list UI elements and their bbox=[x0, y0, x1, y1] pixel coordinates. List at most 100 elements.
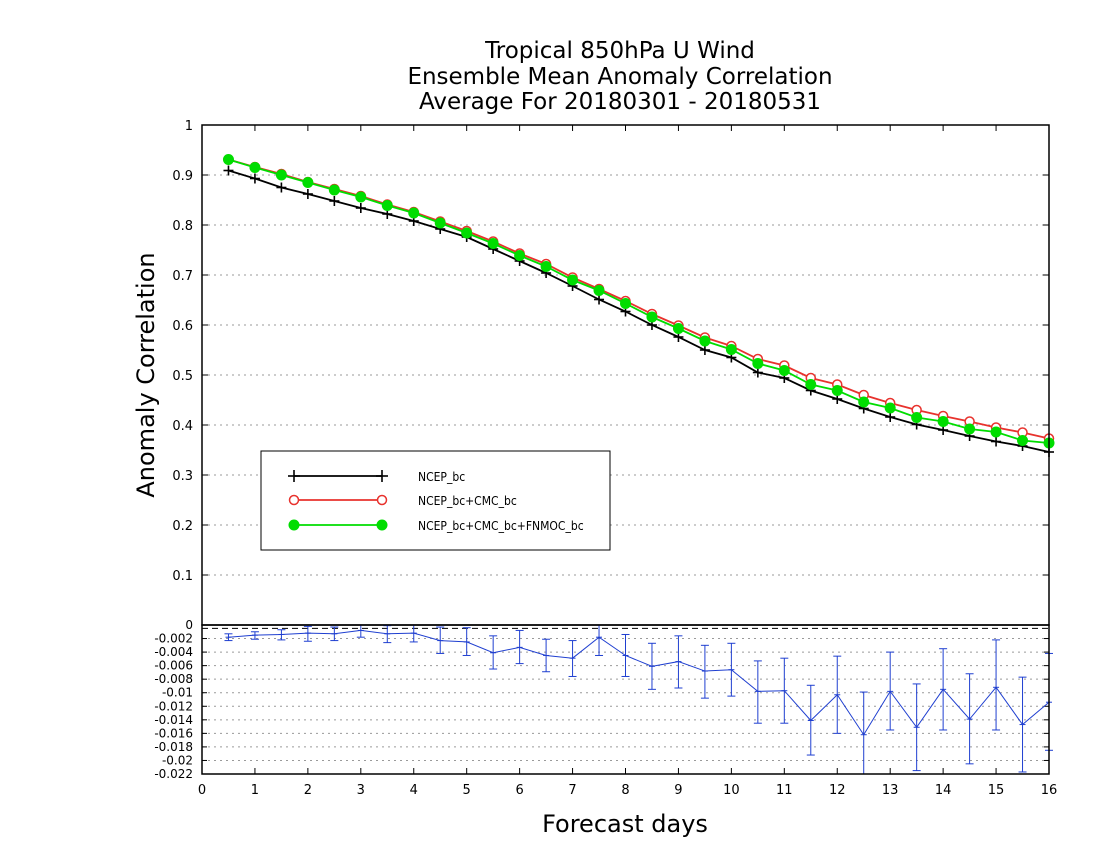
series-point-0 bbox=[223, 165, 234, 176]
series-point-0 bbox=[752, 367, 763, 378]
diff-error-bar bbox=[330, 626, 339, 642]
x-tick-label: 7 bbox=[568, 783, 576, 798]
series-line-0 bbox=[228, 169, 1050, 453]
series-point-2 bbox=[884, 402, 896, 414]
main-panel: 0.1 0.2 0.3 0.4 0.5 0.6 0.7 0.8 0.9 1 bbox=[172, 119, 1055, 626]
diff-error-bar bbox=[568, 640, 577, 677]
series-point-2 bbox=[514, 250, 526, 261]
series-point-2 bbox=[540, 261, 552, 272]
series-line-2 bbox=[228, 158, 1050, 444]
diff-error-bar bbox=[780, 657, 789, 724]
x-tick-label: 3 bbox=[357, 783, 365, 798]
diff-y-tick-label: 0 bbox=[185, 618, 193, 632]
x-axis-label: Forecast days bbox=[542, 810, 708, 838]
y-tick-label: 1 bbox=[185, 119, 193, 134]
series-point-0 bbox=[885, 412, 896, 422]
chart-title-line-1: Tropical 850hPa U Wind bbox=[484, 38, 755, 64]
diff-error-bar bbox=[277, 629, 286, 641]
difference-panel: 0-0.002-0.004-0.006-0.008-0.01-0.012-0.0… bbox=[154, 618, 1057, 798]
series-point-0 bbox=[991, 436, 1002, 447]
series-point-2 bbox=[725, 344, 737, 355]
series-point-2 bbox=[275, 169, 287, 181]
x-tick-label: 8 bbox=[621, 783, 629, 798]
series-point-2 bbox=[646, 311, 658, 323]
series-point-2 bbox=[593, 285, 605, 296]
series-point-2 bbox=[964, 423, 976, 435]
legend-label-ncep: NCEP_bc bbox=[418, 470, 465, 484]
series-point-2 bbox=[567, 274, 579, 286]
diff-error-bar bbox=[806, 684, 815, 756]
series-point-2 bbox=[911, 412, 923, 423]
diff-error-bar bbox=[939, 648, 948, 731]
series-point-2 bbox=[752, 358, 764, 369]
x-tick-label: 12 bbox=[829, 783, 846, 798]
x-tick-label: 15 bbox=[988, 783, 1005, 798]
legend-marker-1 bbox=[288, 494, 300, 506]
y-tick-label: 0.9 bbox=[172, 169, 193, 184]
diff-error-bar bbox=[965, 673, 974, 765]
series-point-2 bbox=[355, 191, 367, 203]
diff-error-bar bbox=[674, 635, 683, 689]
y-tick-label: 0.4 bbox=[172, 419, 193, 434]
series-point-2 bbox=[249, 162, 261, 173]
diff-error-bar bbox=[753, 660, 762, 724]
x-tick-label: 10 bbox=[723, 783, 740, 798]
series-point-2 bbox=[858, 396, 870, 408]
y-tick-label: 0.7 bbox=[172, 269, 193, 284]
legend: NCEP_bc NCEP_bc+CMC_bc NCEP_bc+CMC_bc+FN… bbox=[260, 450, 611, 551]
series-point-0 bbox=[276, 182, 287, 193]
y-tick-label: 0.1 bbox=[172, 569, 193, 584]
legend-marker-1 bbox=[376, 494, 388, 506]
series-point-2 bbox=[1017, 435, 1029, 446]
diff-y-tick-label: -0.004 bbox=[154, 645, 193, 659]
x-tick-label: 13 bbox=[882, 783, 899, 798]
series-point-0 bbox=[355, 203, 366, 213]
series-point-0 bbox=[302, 189, 313, 199]
series-point-2 bbox=[461, 227, 473, 239]
diff-error-bar bbox=[542, 638, 551, 673]
diff-error-bar bbox=[1018, 676, 1027, 773]
x-tick-label: 11 bbox=[776, 783, 793, 798]
series-point-2 bbox=[831, 385, 843, 396]
diff-error-bar bbox=[595, 625, 604, 656]
series-point-2 bbox=[937, 416, 949, 427]
diff-error-bar bbox=[621, 633, 630, 677]
series-point-2 bbox=[990, 426, 1002, 438]
series-point-2 bbox=[778, 365, 790, 376]
x-tick-label: 2 bbox=[304, 783, 312, 798]
legend-marker-2 bbox=[288, 519, 300, 531]
legend-label-ncep-cmc: NCEP_bc+CMC_bc bbox=[418, 494, 517, 508]
diff-error-bar bbox=[912, 683, 921, 772]
diff-y-tick-label: -0.002 bbox=[154, 632, 193, 646]
series-point-2 bbox=[328, 184, 340, 196]
y-tick-label: 0.2 bbox=[172, 519, 193, 534]
diff-error-bar bbox=[436, 626, 445, 654]
series-point-0 bbox=[329, 196, 340, 206]
series-point-2 bbox=[672, 323, 684, 334]
legend-label-ncep-cmc-fnmoc: NCEP_bc+CMC_bc+FNMOC_bc bbox=[418, 519, 584, 533]
diff-y-tick-label: -0.006 bbox=[154, 659, 193, 673]
x-tick-label: 4 bbox=[410, 783, 418, 798]
series-point-2 bbox=[699, 335, 711, 347]
diff-error-bar bbox=[647, 642, 656, 690]
series-point-2 bbox=[487, 238, 499, 249]
diff-y-tick-label: -0.014 bbox=[154, 713, 193, 727]
x-tick-label: 14 bbox=[935, 783, 952, 798]
diff-error-bar bbox=[727, 642, 736, 697]
diff-error-bar bbox=[462, 627, 471, 656]
diff-error-bar bbox=[833, 655, 842, 734]
diff-error-bar bbox=[515, 629, 524, 665]
y-tick-label: 0.3 bbox=[172, 469, 193, 484]
series-point-2 bbox=[381, 200, 393, 211]
diff-error-bar bbox=[489, 635, 498, 670]
diff-y-tick-label: -0.016 bbox=[154, 726, 193, 740]
series-point-2 bbox=[408, 207, 420, 219]
series-point-0 bbox=[699, 345, 710, 355]
series-point-2 bbox=[302, 177, 314, 188]
series-point-0 bbox=[249, 173, 260, 184]
series-point-0 bbox=[594, 294, 605, 305]
diff-y-tick-label: -0.008 bbox=[154, 672, 193, 686]
diff-error-bar bbox=[992, 639, 1001, 731]
y-axis-label: Anomaly Correlation bbox=[132, 252, 160, 497]
diff-error-bar bbox=[303, 625, 312, 642]
